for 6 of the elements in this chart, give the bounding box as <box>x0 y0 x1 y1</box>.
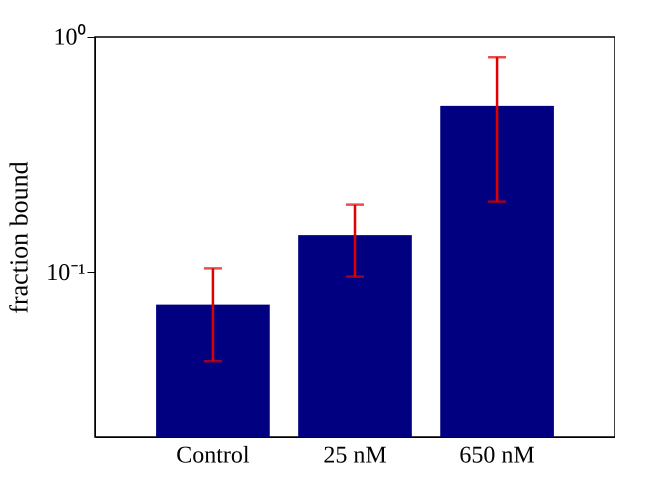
x-tick-label: 650 nM <box>459 442 535 468</box>
x-tick-label: Control <box>176 442 250 468</box>
y-axis-title: fraction bound <box>4 161 34 314</box>
y-tick-label: 10⁰ <box>54 24 86 50</box>
y-tick-label: 10⁻¹ <box>46 260 86 286</box>
x-tick-label: 25 nM <box>323 442 387 468</box>
